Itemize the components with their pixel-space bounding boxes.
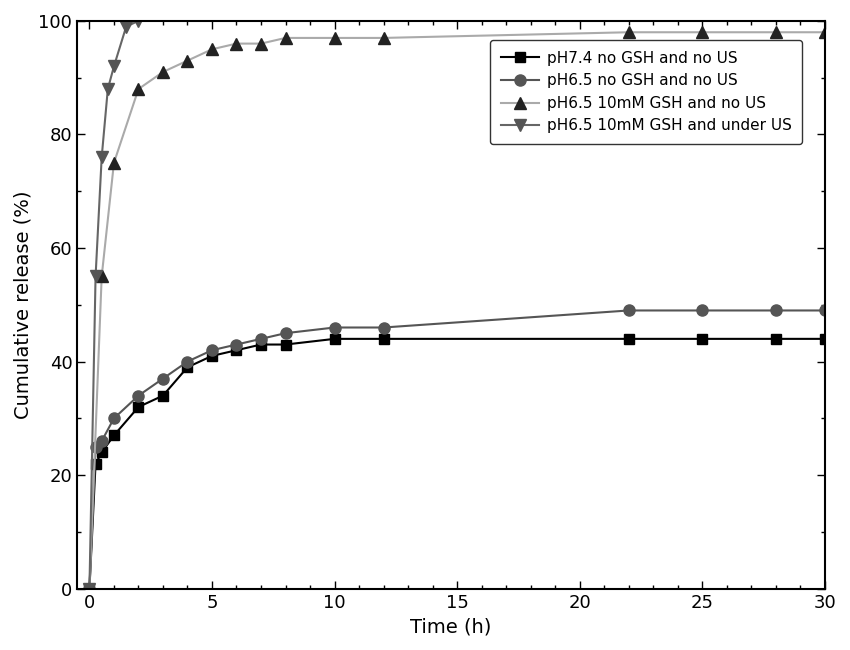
pH6.5 10mM GSH and no US bbox=[378, 34, 388, 42]
pH6.5 10mM GSH and no US bbox=[330, 34, 340, 42]
Y-axis label: Cumulative release (%): Cumulative release (%) bbox=[14, 190, 33, 419]
Line: pH6.5 10mM GSH and under US: pH6.5 10mM GSH and under US bbox=[83, 15, 144, 595]
pH6.5 no GSH and no US bbox=[378, 324, 388, 332]
pH6.5 10mM GSH and no US bbox=[183, 57, 193, 64]
pH6.5 10mM GSH and no US bbox=[207, 46, 217, 53]
pH6.5 10mM GSH and under US bbox=[121, 23, 131, 31]
pH6.5 no GSH and no US bbox=[256, 335, 266, 343]
pH6.5 10mM GSH and no US bbox=[133, 85, 144, 93]
X-axis label: Time (h): Time (h) bbox=[411, 617, 491, 636]
pH6.5 no GSH and no US bbox=[280, 330, 291, 337]
pH6.5 10mM GSH and no US bbox=[819, 29, 830, 36]
pH6.5 10mM GSH and no US bbox=[771, 29, 781, 36]
Line: pH7.4 no GSH and no US: pH7.4 no GSH and no US bbox=[84, 334, 830, 593]
pH6.5 10mM GSH and under US bbox=[133, 17, 144, 25]
pH6.5 no GSH and no US bbox=[133, 392, 144, 400]
pH6.5 no GSH and no US bbox=[183, 358, 193, 365]
pH6.5 no GSH and no US bbox=[624, 307, 634, 315]
pH7.4 no GSH and no US bbox=[771, 335, 781, 343]
pH6.5 10mM GSH and no US bbox=[109, 159, 119, 167]
pH6.5 no GSH and no US bbox=[97, 437, 107, 445]
pH6.5 no GSH and no US bbox=[90, 443, 100, 450]
pH6.5 10mM GSH and no US bbox=[84, 585, 94, 593]
pH6.5 no GSH and no US bbox=[84, 585, 94, 593]
pH6.5 10mM GSH and under US bbox=[97, 153, 107, 161]
pH6.5 no GSH and no US bbox=[697, 307, 707, 315]
Legend: pH7.4 no GSH and no US, pH6.5 no GSH and no US, pH6.5 10mM GSH and no US, pH6.5 : pH7.4 no GSH and no US, pH6.5 no GSH and… bbox=[490, 40, 802, 144]
pH6.5 10mM GSH and under US bbox=[109, 62, 119, 70]
pH7.4 no GSH and no US bbox=[84, 585, 94, 593]
pH6.5 10mM GSH and no US bbox=[158, 68, 168, 76]
pH7.4 no GSH and no US bbox=[183, 363, 193, 371]
pH6.5 10mM GSH and no US bbox=[231, 40, 241, 47]
pH7.4 no GSH and no US bbox=[256, 341, 266, 348]
pH6.5 10mM GSH and no US bbox=[256, 40, 266, 47]
pH7.4 no GSH and no US bbox=[109, 432, 119, 439]
pH6.5 no GSH and no US bbox=[771, 307, 781, 315]
pH7.4 no GSH and no US bbox=[158, 392, 168, 400]
pH6.5 no GSH and no US bbox=[109, 415, 119, 422]
Line: pH6.5 10mM GSH and no US: pH6.5 10mM GSH and no US bbox=[83, 26, 831, 595]
pH6.5 no GSH and no US bbox=[819, 307, 830, 315]
pH7.4 no GSH and no US bbox=[90, 460, 100, 468]
pH6.5 no GSH and no US bbox=[158, 374, 168, 382]
pH7.4 no GSH and no US bbox=[97, 448, 107, 456]
pH7.4 no GSH and no US bbox=[624, 335, 634, 343]
Line: pH6.5 no GSH and no US: pH6.5 no GSH and no US bbox=[84, 305, 830, 594]
pH6.5 10mM GSH and under US bbox=[103, 85, 113, 93]
pH6.5 no GSH and no US bbox=[207, 346, 217, 354]
pH6.5 no GSH and no US bbox=[330, 324, 340, 332]
pH7.4 no GSH and no US bbox=[819, 335, 830, 343]
pH7.4 no GSH and no US bbox=[231, 346, 241, 354]
pH7.4 no GSH and no US bbox=[697, 335, 707, 343]
pH7.4 no GSH and no US bbox=[133, 403, 144, 411]
pH6.5 10mM GSH and no US bbox=[697, 29, 707, 36]
pH7.4 no GSH and no US bbox=[378, 335, 388, 343]
pH6.5 10mM GSH and no US bbox=[624, 29, 634, 36]
pH6.5 no GSH and no US bbox=[231, 341, 241, 348]
pH7.4 no GSH and no US bbox=[280, 341, 291, 348]
pH7.4 no GSH and no US bbox=[330, 335, 340, 343]
pH6.5 10mM GSH and no US bbox=[280, 34, 291, 42]
pH7.4 no GSH and no US bbox=[207, 352, 217, 360]
pH6.5 10mM GSH and under US bbox=[90, 272, 100, 280]
pH6.5 10mM GSH and no US bbox=[97, 272, 107, 280]
pH6.5 10mM GSH and under US bbox=[84, 585, 94, 593]
